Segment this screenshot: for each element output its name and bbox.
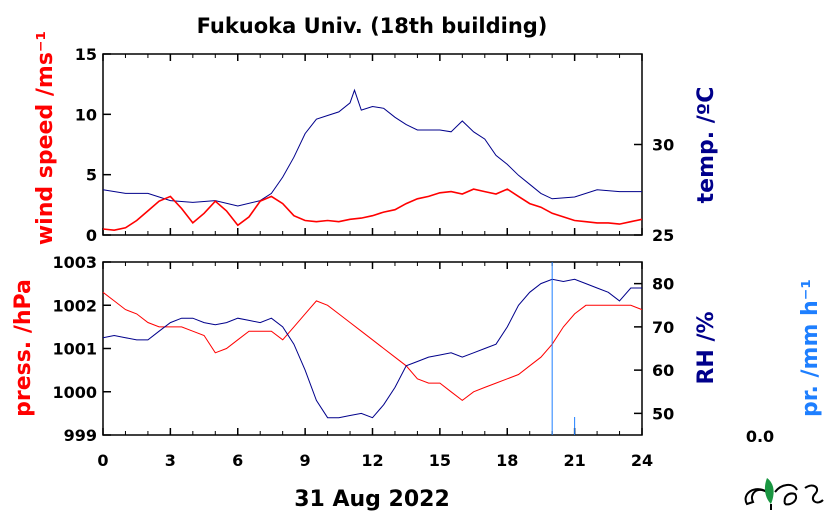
ticks-layer xyxy=(102,53,643,436)
y-left-tick-label: 15 xyxy=(75,45,97,64)
x-tick-label: 3 xyxy=(165,451,176,470)
labels-layer: 0 5 10 15 25 30 0 3 6 9 12 15 18 21 24 999 1000 1001 1002 1… xyxy=(52,45,674,470)
y-left-tick-label: 0 xyxy=(86,226,97,245)
temperature-line xyxy=(102,88,642,207)
wind-speed-axis-label: wind speed /ms⁻¹ xyxy=(33,31,58,245)
pressure-line xyxy=(102,291,643,402)
x-tick-label: 12 xyxy=(361,451,383,470)
y-left-tick-label: 1000 xyxy=(52,383,97,402)
y-right-tick-label: 70 xyxy=(652,318,674,337)
y-right-tick-label: 80 xyxy=(652,275,674,294)
y-right-tick-label: 30 xyxy=(652,136,674,155)
humidity-axis-label: RH /% xyxy=(694,311,719,384)
y-left-tick-label: 5 xyxy=(86,166,97,185)
bottom-panel-frame xyxy=(102,261,643,436)
chart-title: Fukuoka Univ. (18th building) xyxy=(197,14,548,38)
pressure-axis-label: press. /hPa xyxy=(11,279,36,417)
top-panel-frame xyxy=(102,53,643,236)
precipitation-axis-label: pr. /mm h⁻¹ xyxy=(798,279,823,417)
y-left-tick-label: 1003 xyxy=(52,253,97,272)
x-tick-label: 6 xyxy=(232,451,243,470)
y-right-tick-label: 50 xyxy=(652,404,674,423)
series-layer xyxy=(102,88,643,435)
temperature-axis-label: temp. /ºC xyxy=(694,87,719,204)
x-tick-label: 24 xyxy=(631,451,653,470)
wind-speed-line xyxy=(102,188,643,232)
y-left-tick-label: 999 xyxy=(64,426,97,445)
y-right-tick-label: 60 xyxy=(652,361,674,380)
x-tick-label: 0 xyxy=(97,451,108,470)
x-tick-label: 15 xyxy=(429,451,451,470)
x-tick-label: 21 xyxy=(563,451,585,470)
humidity-line xyxy=(102,278,642,419)
y-left-tick-label: 1001 xyxy=(52,340,97,359)
date-label: 31 Aug 2022 xyxy=(294,487,450,512)
y-right-tick-label: 25 xyxy=(652,226,674,245)
y-left-tick-label: 10 xyxy=(75,105,97,124)
y-left-tick-label: 1002 xyxy=(52,296,97,315)
precipitation-value: 0.0 xyxy=(746,427,774,446)
x-tick-label: 18 xyxy=(496,451,518,470)
logo-icon xyxy=(744,478,824,510)
x-tick-label: 9 xyxy=(300,451,311,470)
